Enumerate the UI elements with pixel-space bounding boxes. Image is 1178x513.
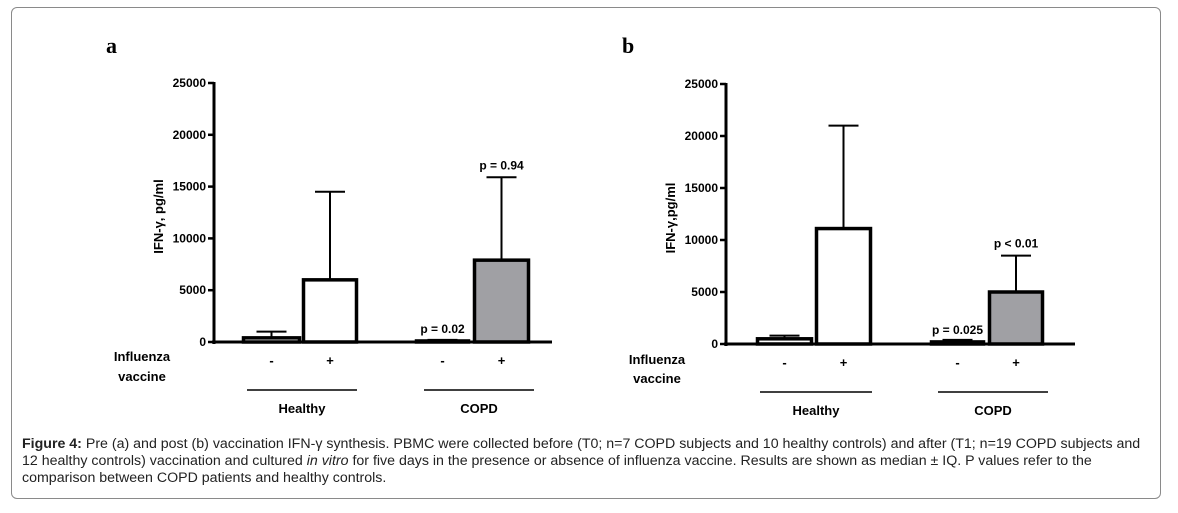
bar-copd-plus	[472, 258, 531, 344]
x-category-label: +	[840, 355, 848, 370]
caption-text-1: Pre (a) and post (b) vaccination IFN-γ s…	[22, 436, 1141, 469]
figure-charts: a 0 5000 10000 15000 20000 25000 IFN-γ, pg/ml In…	[106, 33, 1075, 418]
y-tick-label: 0	[199, 335, 206, 349]
y-tick-label: 10000	[173, 231, 207, 245]
group-label-copd: COPD	[974, 403, 1012, 418]
p-value-label: p = 0.94	[479, 158, 524, 172]
x-category-label: +	[498, 353, 506, 368]
x-category-label: +	[326, 353, 334, 368]
caption-label: Figure 4:	[22, 436, 82, 452]
x-category-label: -	[440, 353, 444, 368]
bar-copd-minus	[929, 340, 986, 346]
caption-italic: in vitro	[306, 453, 349, 469]
p-value-label: p = 0.025	[932, 323, 983, 337]
y-tick-label: 5000	[179, 283, 206, 297]
p-value-label: p = 0.02	[420, 322, 465, 336]
bar-healthy-minus	[755, 337, 814, 346]
row-label-influenza-vaccine: Influenza	[629, 352, 686, 367]
y-tick-label: 15000	[685, 181, 719, 195]
bar-copd-minus	[414, 339, 471, 344]
bar-healthy-plus	[814, 226, 873, 346]
row-label-influenza-vaccine: vaccine	[633, 371, 681, 386]
group-label-copd: COPD	[460, 401, 498, 416]
row-label-influenza-vaccine: vaccine	[118, 369, 166, 384]
group-label-healthy: Healthy	[793, 403, 841, 418]
y-tick-label: 25000	[685, 77, 719, 91]
x-category-label: -	[955, 355, 959, 370]
y-tick-label: 25000	[173, 76, 207, 90]
panel-letter: a	[106, 33, 117, 58]
y-tick-label: 20000	[173, 128, 207, 142]
x-category-label: -	[782, 355, 786, 370]
figure-frame	[11, 7, 1161, 499]
y-axis-label: IFN-γ, pg/ml	[151, 179, 166, 253]
x-category-label: +	[1012, 355, 1020, 370]
y-tick-label: 15000	[173, 180, 207, 194]
x-category-label: -	[269, 353, 273, 368]
panel-letter: b	[622, 33, 634, 58]
y-tick-label: 20000	[685, 129, 719, 143]
caption-text-2: for five days in the presence or absence…	[22, 453, 1092, 486]
figure-caption: Figure 4: Pre (a) and post (b) vaccinati…	[22, 436, 1152, 487]
bar-healthy-minus	[241, 336, 302, 344]
bar-healthy-plus	[301, 278, 359, 344]
y-tick-label: 0	[711, 337, 718, 351]
bar-copd-plus	[987, 290, 1045, 346]
row-label-influenza-vaccine: Influenza	[114, 349, 171, 364]
y-axis-label: IFN-γ,pg/ml	[663, 183, 678, 254]
group-label-healthy: Healthy	[279, 401, 327, 416]
y-tick-label: 5000	[691, 285, 718, 299]
y-tick-label: 10000	[685, 233, 719, 247]
p-value-label: p < 0.01	[994, 237, 1039, 251]
